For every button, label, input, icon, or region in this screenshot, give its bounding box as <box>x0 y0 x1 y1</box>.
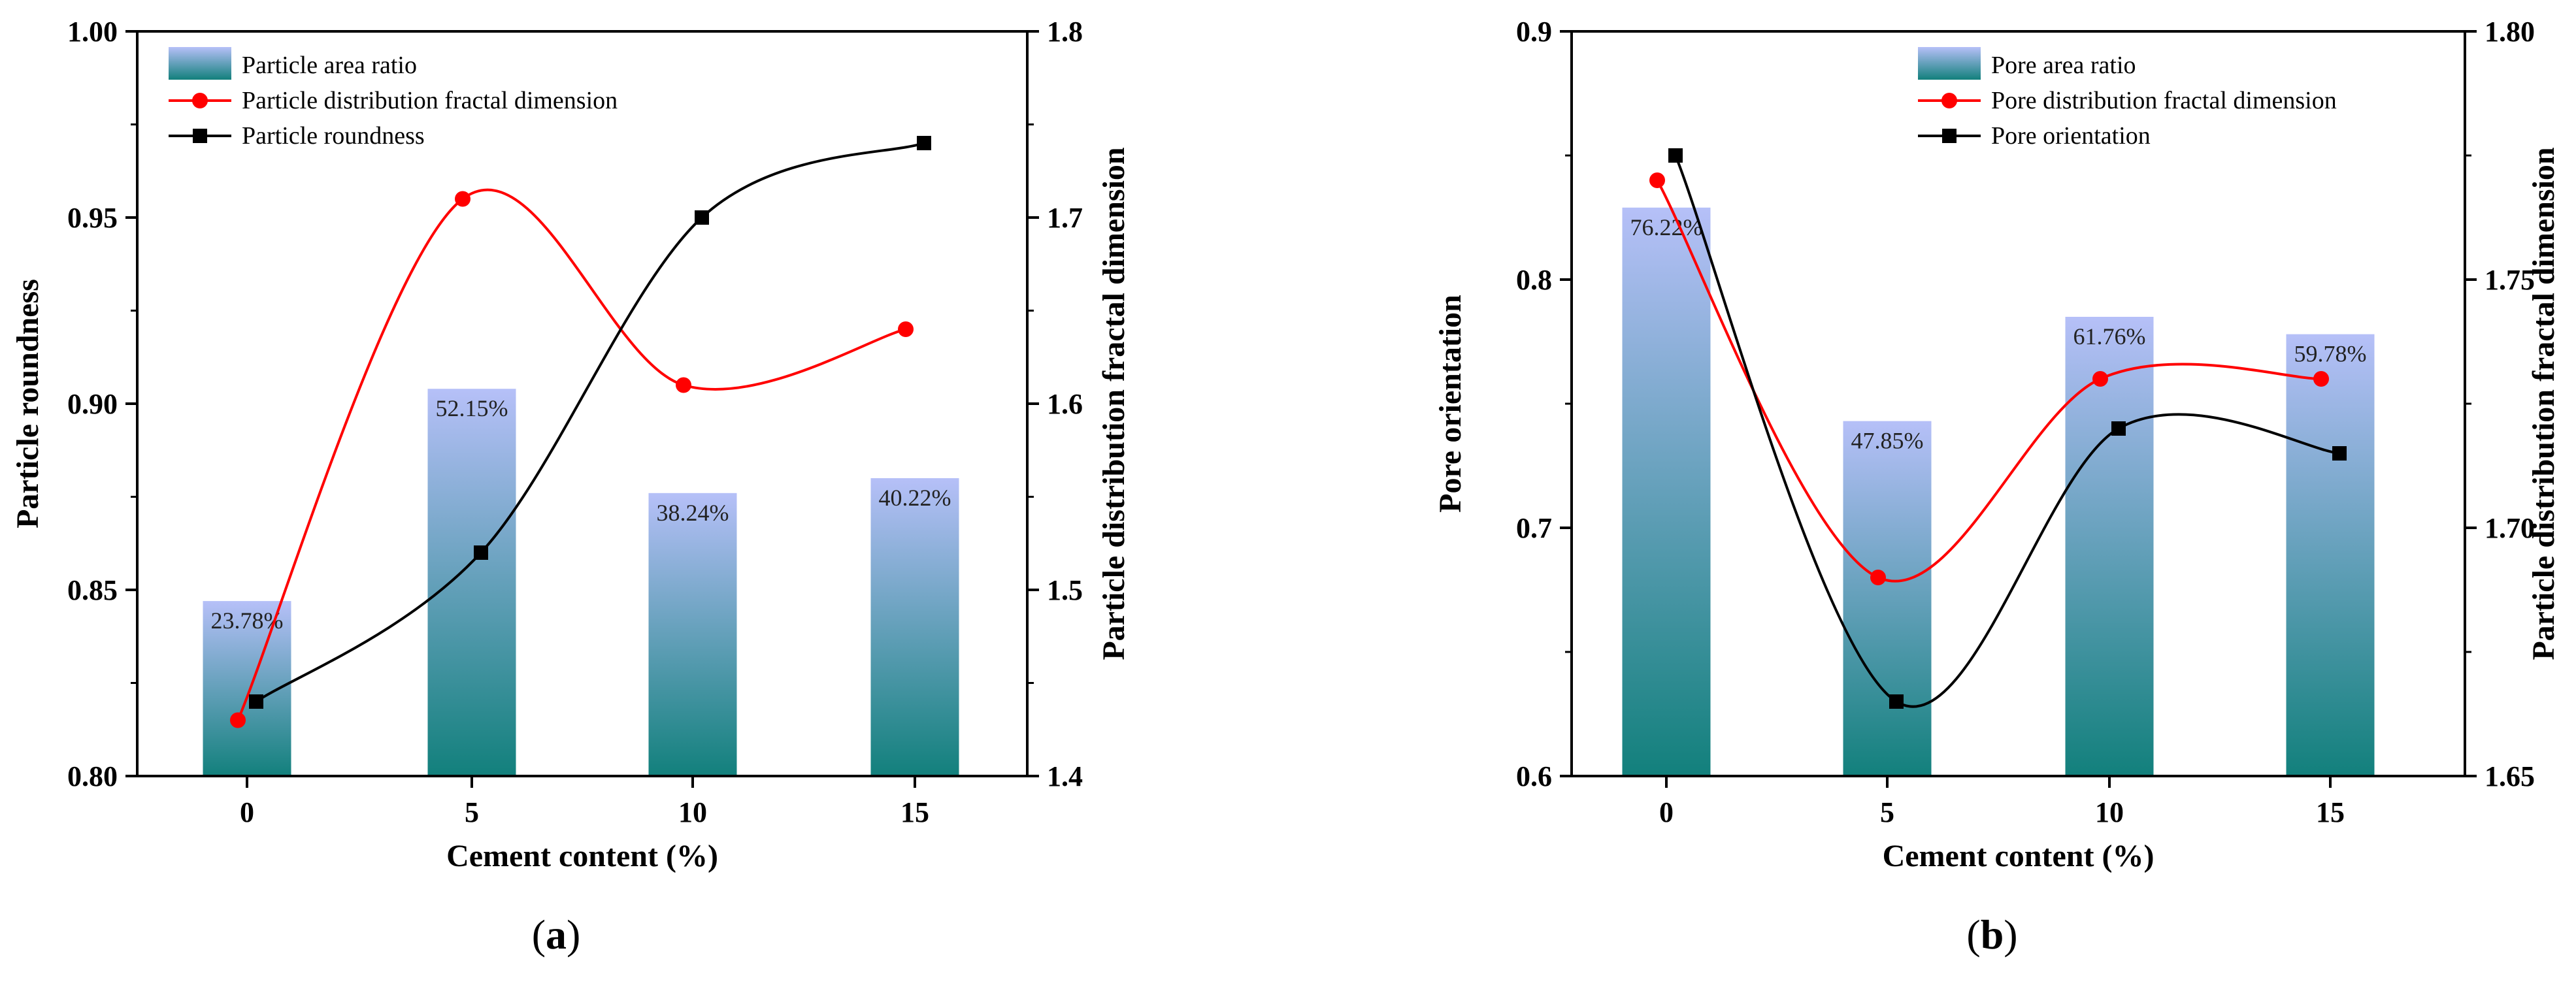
panel-a-right-tick-label-1.5: 1.5 <box>1047 574 1083 606</box>
panel-b-right-tick-label-1.65: 1.65 <box>2485 760 2535 792</box>
panel-b-right-tick-label-1.70: 1.70 <box>2485 512 2535 544</box>
panel-a-x-axis-title: Cement content (%) <box>446 839 718 873</box>
panel-b-legend-label-black: Pore orientation <box>1991 122 2151 150</box>
panel-b-bar-0 <box>1622 207 1711 776</box>
panel-b-red-point-10 <box>2092 371 2108 387</box>
panel-a-right-axis-title: Particle distribution fractal dimension <box>1097 147 1131 660</box>
panel-a-right-tick-label-1.7: 1.7 <box>1047 202 1083 234</box>
panel-b-series-line-black <box>1674 155 2340 708</box>
panel-a-left-tick-label-0.80: 0.80 <box>67 760 118 792</box>
panel-a-x-tick-label-5: 5 <box>465 796 479 828</box>
panel-b-x-tick-label-10: 10 <box>2095 796 2124 828</box>
panel-a-bar-label-15: 40.22% <box>879 485 951 511</box>
panel-b-left-tick-label-0.9: 0.9 <box>1516 16 1552 48</box>
panel-a-right-tick-label-1.8: 1.8 <box>1047 16 1083 48</box>
panel-a-bar-15 <box>870 478 959 776</box>
panel-a-black-point-10 <box>695 210 709 225</box>
panel-b-red-point-15 <box>2313 371 2329 387</box>
panel-a-legend-label-bars: Particle area ratio <box>242 52 417 79</box>
panel-b-left-tick-label-0.8: 0.8 <box>1516 264 1552 296</box>
panel-a-x-tick-label-0: 0 <box>240 796 254 828</box>
panel-b-black-point-10 <box>2111 421 2126 436</box>
panel-a-x-tick-label-10: 10 <box>678 796 707 828</box>
panel-b-bar-15 <box>2286 334 2375 777</box>
panel-a-left-tick-label-1.00: 1.00 <box>67 16 118 48</box>
panel-a-legend-label-black: Particle roundness <box>242 122 425 150</box>
panel-a-legend-red-marker <box>192 93 208 108</box>
panel-a-left-tick-label-0.95: 0.95 <box>67 202 118 234</box>
panel-a-red-point-10 <box>676 377 691 393</box>
panel-b-bar-label-0: 76.22% <box>1630 214 1703 240</box>
panel-a-panel-label: (a) <box>532 911 581 958</box>
panel-a-black-point-15 <box>917 136 931 150</box>
panel-b-left-tick-label-0.7: 0.7 <box>1516 512 1552 544</box>
panel-b-legend-label-bars: Pore area ratio <box>1991 52 2136 79</box>
panel-b-x-tick-label-0: 0 <box>1659 796 1674 828</box>
panel-b-red-point-0 <box>1649 172 1665 188</box>
panel-b-x-axis-title: Cement content (%) <box>1883 839 2155 873</box>
panel-a-series-line-red <box>237 188 906 721</box>
panel-b-left-tick-label-0.6: 0.6 <box>1516 760 1552 792</box>
panel-b-bar-label-15: 59.78% <box>2294 341 2367 367</box>
panel-b-black-point-5 <box>1889 694 1904 709</box>
panel-b-bar-5 <box>1843 421 1932 776</box>
panel-b-series-line-red <box>1656 180 2322 583</box>
panel-a-legend-bar-swatch <box>169 47 231 80</box>
panel-a-red-point-5 <box>455 191 471 207</box>
panel-a-black-point-0 <box>249 694 263 709</box>
panel-a-right-tick-label-1.4: 1.4 <box>1047 760 1083 792</box>
panel-b-bar-label-5: 47.85% <box>1851 428 1924 454</box>
panel-a-bar-label-5: 52.15% <box>436 395 508 421</box>
panel-b-right-tick-label-1.80: 1.80 <box>2485 16 2535 48</box>
panel-b-red-point-5 <box>1870 570 1886 585</box>
panel-a-legend-black-marker <box>193 129 207 143</box>
panel-a-left-tick-label-0.85: 0.85 <box>67 574 118 606</box>
panel-a-series-line-black <box>255 142 925 703</box>
panel-a-bar-label-10: 38.24% <box>657 500 729 526</box>
panel-b-black-point-0 <box>1668 148 1683 163</box>
panel-a-legend-label-red: Particle distribution fractal dimension <box>242 87 618 114</box>
panel-b-panel-label: (b) <box>1966 911 2017 958</box>
panel-b-legend-red-marker <box>1941 93 1957 108</box>
panel-b-chart: 76.22% 47.85% 61.76% 59.78% 0.6 0.7 0.8 0.9 1.65… <box>1433 16 2561 958</box>
panel-b-x-tick-label-15: 15 <box>2316 796 2345 828</box>
panel-b-legend-bar-swatch <box>1918 47 1981 80</box>
panel-b-bar-10 <box>2065 317 2154 776</box>
panel-a-bar-10 <box>648 493 737 776</box>
panel-a-left-axis-title: Particle roundness <box>10 279 45 528</box>
panel-a-black-point-5 <box>474 545 488 560</box>
panel-b-legend-label-red: Pore distribution fractal dimension <box>1991 87 2337 114</box>
panel-a-bar-5 <box>427 389 516 776</box>
panel-a-x-tick-label-15: 15 <box>900 796 929 828</box>
panel-b-left-axis-title: Pore orientation <box>1433 295 1468 513</box>
panel-a-chart: 23.78%52.15%38.24%40.22%0.800.850.900.95… <box>10 16 1131 958</box>
panel-a-red-point-0 <box>230 712 246 728</box>
panel-b-right-axis-title: Particle distribution fractal dimension <box>2526 147 2561 660</box>
panel-b-right-tick-label-1.75: 1.75 <box>2485 264 2535 296</box>
panel-b-legend-black-marker <box>1942 129 1957 143</box>
panel-b-bar-label-10: 61.76% <box>2073 323 2146 349</box>
panel-b-black-point-15 <box>2332 446 2347 461</box>
panel-a-left-tick-label-0.90: 0.90 <box>67 388 118 420</box>
panel-a-red-point-15 <box>898 321 914 337</box>
panel-b-x-tick-label-5: 5 <box>1880 796 1894 828</box>
panel-a-right-tick-label-1.6: 1.6 <box>1047 388 1083 420</box>
